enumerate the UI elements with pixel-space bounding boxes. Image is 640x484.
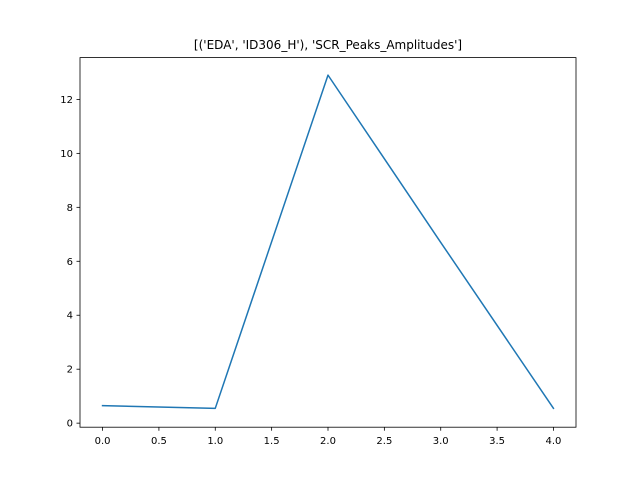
x-tick-label: 3.5 xyxy=(489,436,505,447)
y-tick-label: 8 xyxy=(67,203,73,214)
chart-title: [('EDA', 'ID306_H'), 'SCR_Peaks_Amplitud… xyxy=(194,38,462,52)
y-tick-label: 2 xyxy=(67,365,73,376)
plot-area xyxy=(80,57,576,428)
y-tick-label: 4 xyxy=(67,311,73,322)
x-tick-label: 1.5 xyxy=(264,436,280,447)
series-layer xyxy=(101,74,555,410)
x-tick-label: 0.0 xyxy=(95,436,111,447)
y-axis: 0 2 4 6 8 10 12 xyxy=(60,95,80,430)
y-tick-label: 6 xyxy=(67,257,73,268)
y-tick-label: 10 xyxy=(60,149,73,160)
x-tick-label: 3.0 xyxy=(433,436,449,447)
y-tick-label: 0 xyxy=(67,419,73,430)
x-tick-label: 0.5 xyxy=(151,436,167,447)
x-tick-label: 2.0 xyxy=(320,436,336,447)
series-line-0 xyxy=(101,74,555,410)
x-tick-label: 1.0 xyxy=(207,436,223,447)
x-tick-label: 4.0 xyxy=(546,436,562,447)
y-tick-label: 12 xyxy=(60,95,73,106)
x-tick-label: 2.5 xyxy=(376,436,392,447)
plot-frame xyxy=(79,57,577,428)
x-axis: 0.0 0.5 1.0 1.5 2.0 2.5 3.0 3.5 4.0 xyxy=(95,427,562,447)
